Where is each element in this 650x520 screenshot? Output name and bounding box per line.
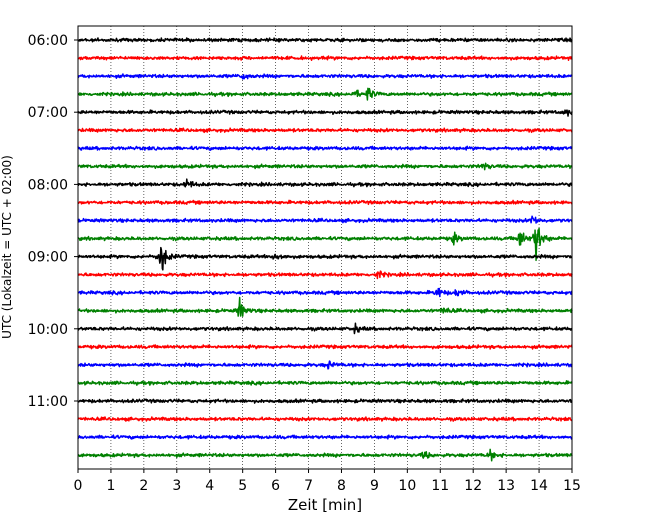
y-tick-label-0600: 06:00	[28, 33, 68, 49]
plot-frame	[77, 25, 573, 470]
trace-1100	[77, 398, 573, 404]
trace-0915	[77, 270, 573, 280]
trace-0745	[77, 162, 573, 171]
y-axis-ticks: 06:00 07:00 08:00 09:00 10:00 11:00	[28, 33, 78, 410]
x-tick-label-4: 4	[205, 478, 214, 494]
trace-1045	[77, 380, 573, 386]
y-tick-label-0800: 08:00	[28, 177, 68, 193]
seismic-traces	[77, 37, 573, 462]
x-tick-label-13: 13	[497, 478, 515, 494]
trace-0930	[77, 287, 573, 298]
x-tick-label-15: 15	[563, 478, 581, 494]
trace-0600	[77, 37, 573, 43]
trace-0730	[77, 145, 573, 151]
x-tick-label-3: 3	[172, 478, 181, 494]
x-tick-label-0: 0	[74, 478, 83, 494]
trace-0830	[77, 215, 573, 224]
trace-0800	[77, 178, 573, 188]
x-axis-ticks: 0 1 2 3 4 5 6 7 8 9 10 11 12 13 14 15	[74, 469, 581, 494]
trace-0815	[77, 199, 573, 206]
x-tick-label-14: 14	[530, 478, 548, 494]
trace-1030	[77, 360, 573, 370]
y-tick-label-0900: 09:00	[28, 250, 68, 266]
trace-0700	[77, 109, 573, 117]
x-tick-label-1: 1	[106, 478, 115, 494]
y-tick-label-1000: 10:00	[28, 322, 68, 338]
trace-1145	[77, 448, 573, 462]
trace-0615	[77, 55, 573, 61]
trace-1000	[77, 322, 573, 335]
trace-1115	[77, 416, 573, 422]
x-tick-label-5: 5	[238, 478, 247, 494]
trace-0945	[77, 296, 573, 317]
trace-1015	[77, 344, 573, 350]
y-tick-label-0700: 07:00	[28, 105, 68, 121]
trace-0645	[77, 87, 573, 101]
x-tick-label-9: 9	[370, 478, 379, 494]
trace-0630	[77, 73, 573, 80]
x-tick-label-8: 8	[337, 478, 346, 494]
x-tick-label-11: 11	[431, 478, 449, 494]
trace-0715	[77, 127, 573, 134]
x-tick-label-6: 6	[271, 478, 280, 494]
trace-0845	[77, 227, 573, 262]
y-tick-label-1100: 11:00	[28, 394, 68, 410]
x-tick-label-2: 2	[139, 478, 148, 494]
x-tick-label-12: 12	[464, 478, 482, 494]
y-axis-label: UTC (Lokalzeit = UTC + 02:00)	[0, 155, 14, 339]
x-tick-label-10: 10	[398, 478, 416, 494]
x-axis-label: Zeit [min]	[288, 496, 362, 514]
x-tick-label-7: 7	[304, 478, 313, 494]
trace-1130	[77, 434, 573, 440]
trace-0900	[77, 246, 573, 271]
